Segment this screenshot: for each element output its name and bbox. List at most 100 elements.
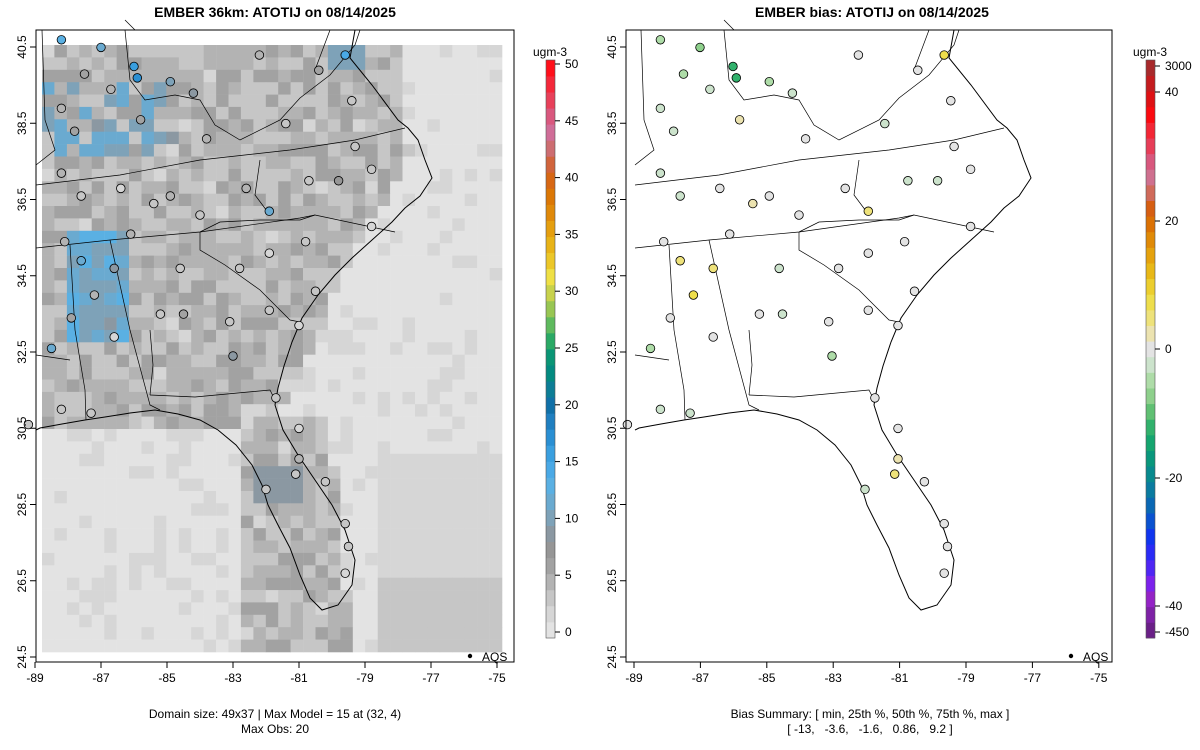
grid-cell	[240, 528, 254, 541]
grid-cell	[415, 379, 428, 393]
grid-cell	[116, 614, 130, 628]
obs-site-marker	[366, 164, 377, 175]
grid-cell	[42, 193, 55, 207]
bias-site-marker	[893, 320, 903, 331]
grid-cell	[415, 292, 428, 306]
grid-cell	[116, 268, 130, 281]
grid-cell	[203, 45, 217, 58]
grid-cell	[477, 515, 490, 529]
grid-cell	[178, 82, 192, 95]
grid-cell	[104, 156, 117, 170]
grid-cell	[253, 317, 267, 331]
grid-cell	[303, 367, 316, 380]
grid-cell	[402, 144, 416, 157]
grid-cell	[415, 305, 428, 318]
grid-cell	[340, 404, 354, 417]
grid-cell	[327, 639, 341, 653]
grid-cell	[452, 515, 465, 529]
grid-cell	[129, 255, 142, 269]
bias-site-marker	[863, 305, 874, 315]
grid-cell	[489, 181, 503, 194]
grid-cell	[91, 218, 105, 232]
grid-cell	[327, 391, 341, 405]
grid-cell	[66, 82, 80, 95]
grid-cell	[477, 577, 490, 591]
obs-site-marker	[66, 313, 77, 323]
grid-cell	[66, 577, 80, 591]
grid-cell	[390, 404, 403, 417]
grid-cell	[66, 45, 80, 58]
grid-cell	[390, 193, 403, 207]
grid-cell	[327, 367, 341, 380]
grid-cell	[153, 590, 167, 603]
grid-cell	[427, 131, 441, 145]
grid-cell	[91, 453, 105, 467]
grid-cell	[489, 453, 503, 467]
bias-site-marker	[965, 164, 976, 175]
colorbar-segment	[1146, 138, 1155, 155]
grid-cell	[54, 614, 68, 628]
grid-cell	[427, 69, 441, 83]
grid-cell	[415, 329, 428, 343]
grid-cell	[178, 243, 192, 256]
grid-cell	[54, 119, 68, 132]
grid-cell	[253, 515, 267, 529]
grid-cell	[104, 69, 117, 83]
grid-cell	[464, 57, 478, 71]
grid-cell	[203, 342, 217, 355]
grid-cell	[91, 416, 105, 430]
grid-cell	[178, 614, 192, 628]
grid-cell	[66, 193, 80, 207]
grid-cell	[415, 230, 428, 244]
grid-cell	[352, 441, 366, 455]
grid-cell	[464, 292, 478, 306]
obs-site-marker	[69, 126, 80, 136]
grid-cell	[178, 416, 192, 430]
grid-cell	[104, 131, 117, 145]
grid-cell	[464, 94, 478, 108]
colorbar-segment	[1146, 309, 1155, 326]
grid-cell	[427, 367, 441, 380]
grid-cell	[203, 639, 217, 653]
grid-cell	[240, 627, 254, 640]
grid-cell	[104, 144, 117, 157]
grid-cell	[42, 156, 55, 170]
grid-cell	[427, 466, 441, 479]
bias-site-marker	[754, 309, 765, 319]
grid-cell	[129, 478, 142, 492]
grid-cell	[303, 627, 316, 640]
obs-site-marker	[132, 73, 143, 83]
grid-cell	[315, 131, 329, 145]
grid-cell	[240, 144, 254, 157]
grid-cell	[104, 639, 117, 653]
grid-cell	[278, 416, 291, 430]
grid-cell	[178, 193, 192, 207]
grid-cell	[290, 218, 304, 232]
model-panel: EMBER 36km: ATOTIJ on 08/14/2025 AQS -89…	[15, 4, 579, 736]
grid-cell	[415, 342, 428, 355]
grid-cell	[240, 82, 254, 95]
grid-cell	[141, 305, 155, 318]
grid-cell	[66, 453, 80, 467]
colorbar-segment	[546, 92, 555, 109]
grid-cell	[178, 503, 192, 516]
grid-cell	[253, 57, 267, 71]
y-tick-label: 28.5	[15, 492, 29, 516]
grid-cell	[340, 478, 354, 492]
bias-site-marker	[939, 568, 949, 578]
grid-cell	[452, 342, 465, 355]
grid-cell	[427, 404, 441, 417]
grid-cell	[153, 503, 167, 516]
grid-cell	[178, 379, 192, 393]
colorbar-segment	[1146, 60, 1155, 77]
grid-cell	[91, 503, 105, 516]
grid-cell	[42, 614, 55, 628]
grid-cell	[377, 367, 391, 380]
grid-cell	[141, 577, 155, 591]
grid-cell	[129, 131, 142, 145]
grid-cell	[203, 144, 217, 157]
grid-cell	[427, 82, 441, 95]
grid-cell	[178, 317, 192, 331]
grid-cell	[303, 491, 316, 504]
grid-cell	[129, 491, 142, 504]
